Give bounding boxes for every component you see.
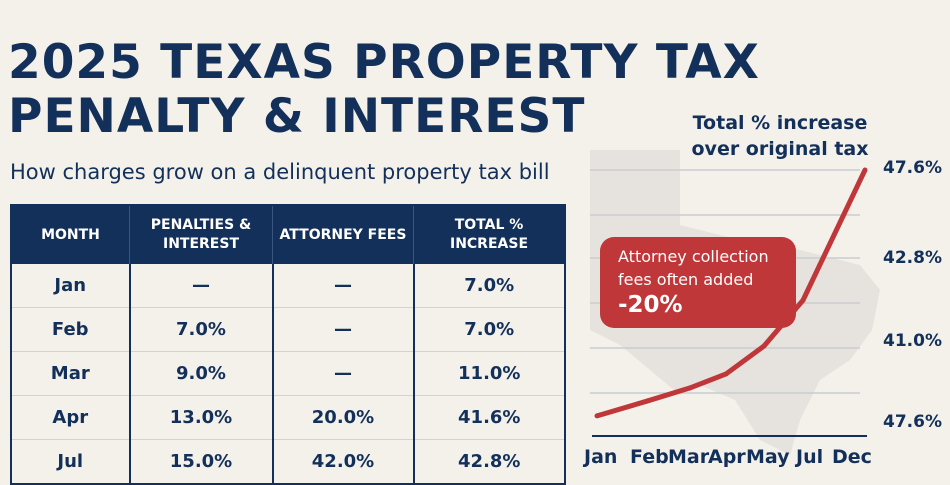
attorney-fees-cell: — — [272, 351, 415, 396]
table-row: Mar 9.0% —11.0% — [11, 351, 565, 396]
table-row: Jan — —7.0% — [11, 264, 565, 308]
table-row: Feb 7.0% —7.0% — [11, 307, 565, 352]
header-month: MONTH — [11, 205, 130, 264]
x-tick-label: Apr — [708, 446, 746, 468]
header-attorney-fees: ATTORNEY FEES — [272, 205, 414, 264]
month-cell: Mar — [11, 351, 131, 396]
header-penalties: PENALTIES & INTEREST — [129, 205, 273, 264]
data-point — [723, 371, 729, 377]
month-cell: Feb — [11, 307, 131, 352]
chart-title: Total % increase over original tax — [691, 112, 869, 160]
month-cell: Jan — [11, 264, 131, 308]
x-tick-label: Dec — [832, 446, 872, 468]
x-tick-label: Feb — [630, 446, 669, 468]
attorney-fee-callout: Attorney collection fees often added -20… — [600, 237, 796, 328]
callout-line2: fees often added — [618, 270, 754, 289]
penalties-cell: 7.0% — [129, 307, 274, 352]
attorney-fees-cell: 20.0% — [272, 395, 415, 440]
data-point — [645, 398, 651, 404]
line-chart — [590, 167, 868, 437]
table-row: Apr 13.0% 20.0% 41.6% — [11, 395, 565, 440]
attorney-fees-cell: — — [272, 264, 415, 308]
table-header-row: MONTH PENALTIES & INTEREST ATTORNEY FEES… — [11, 205, 565, 264]
penalties-cell: 9.0% — [129, 351, 274, 396]
y-tick-label: 47.6% — [883, 412, 942, 432]
penalties-cell: 13.0% — [129, 395, 274, 440]
data-point — [800, 297, 806, 303]
total-increase-cell: 41.6% — [413, 395, 565, 440]
total-increase-cell: 11.0% — [413, 351, 565, 396]
penalties-cell: — — [129, 264, 274, 308]
x-tick-label: Mar — [668, 446, 710, 468]
total-increase-cell: 7.0% — [413, 264, 565, 308]
y-tick-label: 47.6% — [883, 158, 942, 178]
attorney-fees-cell: — — [272, 307, 415, 352]
header-total-increase: TOTAL % INCREASE — [413, 205, 565, 264]
month-cell: Apr — [11, 395, 131, 440]
callout-value: -20% — [618, 292, 683, 318]
x-tick-label: Jan — [584, 446, 618, 468]
subtitle: How charges grow on a delinquent propert… — [10, 160, 550, 184]
data-point — [761, 343, 767, 349]
data-point — [862, 167, 868, 173]
total-increase-cell: 7.0% — [413, 307, 565, 352]
data-point — [594, 413, 600, 419]
y-tick-label: 41.0% — [883, 331, 942, 351]
data-point — [687, 385, 693, 391]
x-tick-label: Jul — [796, 446, 824, 468]
callout-line1: Attorney collection — [618, 247, 769, 266]
page-title: 2025 TEXAS PROPERTY TAX PENALTY & INTERES… — [8, 35, 760, 144]
y-tick-label: 42.8% — [883, 248, 942, 268]
x-tick-label: May — [746, 446, 790, 468]
